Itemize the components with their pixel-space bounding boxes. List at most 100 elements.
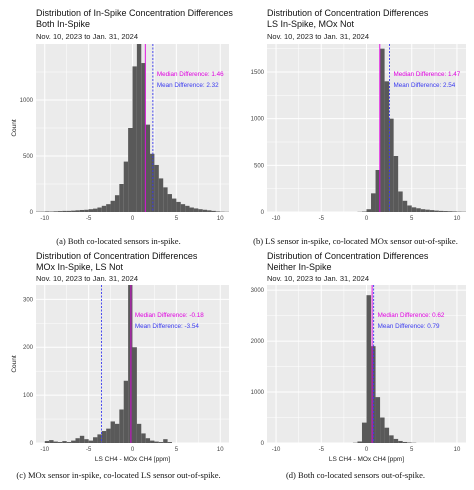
histogram-bar [434, 210, 439, 212]
histogram-bar [62, 441, 67, 443]
y-tick-label: 200 [23, 345, 34, 351]
chart-date-range: Nov. 10, 2023 to Jan. 31, 2024 [267, 274, 370, 283]
median-annotation: Median Difference: 1.47 [393, 71, 460, 78]
histogram-bar [128, 285, 133, 443]
x-tick-label: 0 [131, 447, 135, 453]
histogram-bar [53, 441, 58, 443]
histogram-bar [429, 210, 435, 212]
x-tick-label: 0 [365, 216, 369, 222]
histogram-bar [447, 211, 453, 212]
histogram-bar [180, 204, 186, 212]
chart-date-range: Nov. 10, 2023 to Jan. 31, 2024 [267, 32, 370, 41]
histogram-bar [402, 200, 408, 212]
chart-subtitle: Both In-Spike [36, 19, 91, 29]
chart-subtitle: LS In-Spike, MOx Not [267, 19, 355, 29]
histogram-plot: -10 -5 0 5 10 0 500 1000 Median Difference: 1.46… [11, 44, 229, 222]
histogram-bar [101, 205, 107, 212]
histogram-bar [84, 209, 89, 212]
histogram-bar [375, 397, 381, 443]
histogram-bar [132, 66, 137, 213]
histogram-bar [66, 210, 72, 212]
histogram-bar [154, 441, 159, 443]
histogram-bar [416, 208, 421, 212]
histogram-bar [361, 422, 367, 443]
y-tick-label: 0 [30, 210, 34, 216]
histogram-bar [57, 211, 63, 212]
histogram-bar [93, 208, 98, 212]
histogram-bar [97, 207, 102, 212]
x-tick-label: -10 [40, 216, 49, 222]
histogram-bar [66, 442, 72, 443]
histogram-bar [407, 442, 412, 443]
histogram-bar [198, 209, 203, 212]
histogram-bar [398, 440, 403, 443]
x-tick-label: 0 [131, 216, 135, 222]
x-tick-label: 10 [454, 216, 461, 222]
x-tick-label: 10 [217, 447, 224, 453]
histogram-bar [123, 380, 129, 443]
histogram-bar [44, 211, 50, 212]
x-tick-label: 5 [410, 216, 414, 222]
mean-annotation: Mean Difference: 2.32 [157, 82, 219, 89]
histogram-bar [411, 207, 417, 212]
y-tick-label: 1500 [251, 70, 265, 76]
histogram-bar [185, 205, 190, 212]
histogram-bar [366, 295, 372, 443]
histogram-bar [79, 209, 85, 212]
histogram-bar [420, 209, 426, 212]
histogram-bar [84, 439, 89, 443]
y-tick-label: 0 [261, 210, 265, 216]
chart-date-range: Nov. 10, 2023 to Jan. 31, 2024 [36, 274, 139, 283]
histogram-bar [167, 194, 172, 212]
chart-title: Distribution of Concentration Difference… [267, 251, 429, 261]
figure-caption: (c) MOx sensor in-spike, co-located LS s… [16, 470, 221, 480]
histogram-bar [193, 208, 199, 212]
chart-subtitle: MOx In-Spike, LS Not [36, 262, 124, 272]
histogram-bar [215, 211, 221, 212]
x-tick-label: 5 [175, 447, 179, 453]
histogram-bar [380, 48, 385, 212]
x-tick-label: -5 [86, 447, 92, 453]
histogram-bar [375, 170, 381, 212]
median-annotation: Median Difference: 0.62 [378, 312, 445, 319]
histogram-bar [57, 442, 63, 443]
x-axis-label: LS CH4 - MOx CH4 [ppm] [329, 456, 404, 463]
histogram-bar [189, 207, 194, 212]
x-tick-label: 10 [454, 447, 461, 453]
y-tick-label: 0 [30, 441, 34, 447]
histogram-bar [398, 191, 403, 212]
histogram-bar [62, 210, 67, 212]
chart-subtitle: Neither In-Spike [267, 262, 332, 272]
chart-title: Distribution of Concentration Difference… [36, 251, 198, 261]
histogram-bar [141, 433, 146, 443]
histogram-bar [407, 205, 412, 212]
y-tick-label: 1000 [20, 98, 34, 104]
histogram-bar [71, 440, 76, 443]
chart-panel-d: Distribution of Concentration Difference… [237, 248, 474, 490]
histogram-bar [158, 178, 164, 212]
histogram-bar [389, 118, 394, 212]
chart-title: Distribution of In-Spike Concentration D… [36, 8, 233, 18]
x-tick-label: -5 [86, 216, 92, 222]
histogram-bar [402, 441, 408, 443]
histogram-bar [167, 442, 172, 443]
histogram-bar [443, 211, 448, 212]
histogram-bar [119, 184, 124, 212]
y-tick-label: 500 [23, 154, 34, 160]
histogram-bar [128, 128, 133, 212]
y-tick-label: 300 [23, 297, 34, 303]
histogram-bar [366, 209, 372, 212]
histogram-bar [145, 438, 151, 443]
histogram-bar [141, 63, 146, 212]
y-tick-label: 500 [254, 163, 265, 169]
histogram-bar [88, 209, 94, 212]
chart-title: Distribution of Concentration Difference… [267, 8, 429, 18]
y-tick-label: 1000 [251, 390, 265, 396]
histogram-bar [114, 195, 120, 212]
y-axis-label: Count [11, 355, 18, 373]
histogram-bar [97, 434, 102, 443]
histogram-bar [119, 409, 124, 443]
histogram-bar [49, 440, 54, 443]
chart-date-range: Nov. 10, 2023 to Jan. 31, 2024 [36, 32, 139, 41]
histogram-bar [393, 438, 399, 443]
